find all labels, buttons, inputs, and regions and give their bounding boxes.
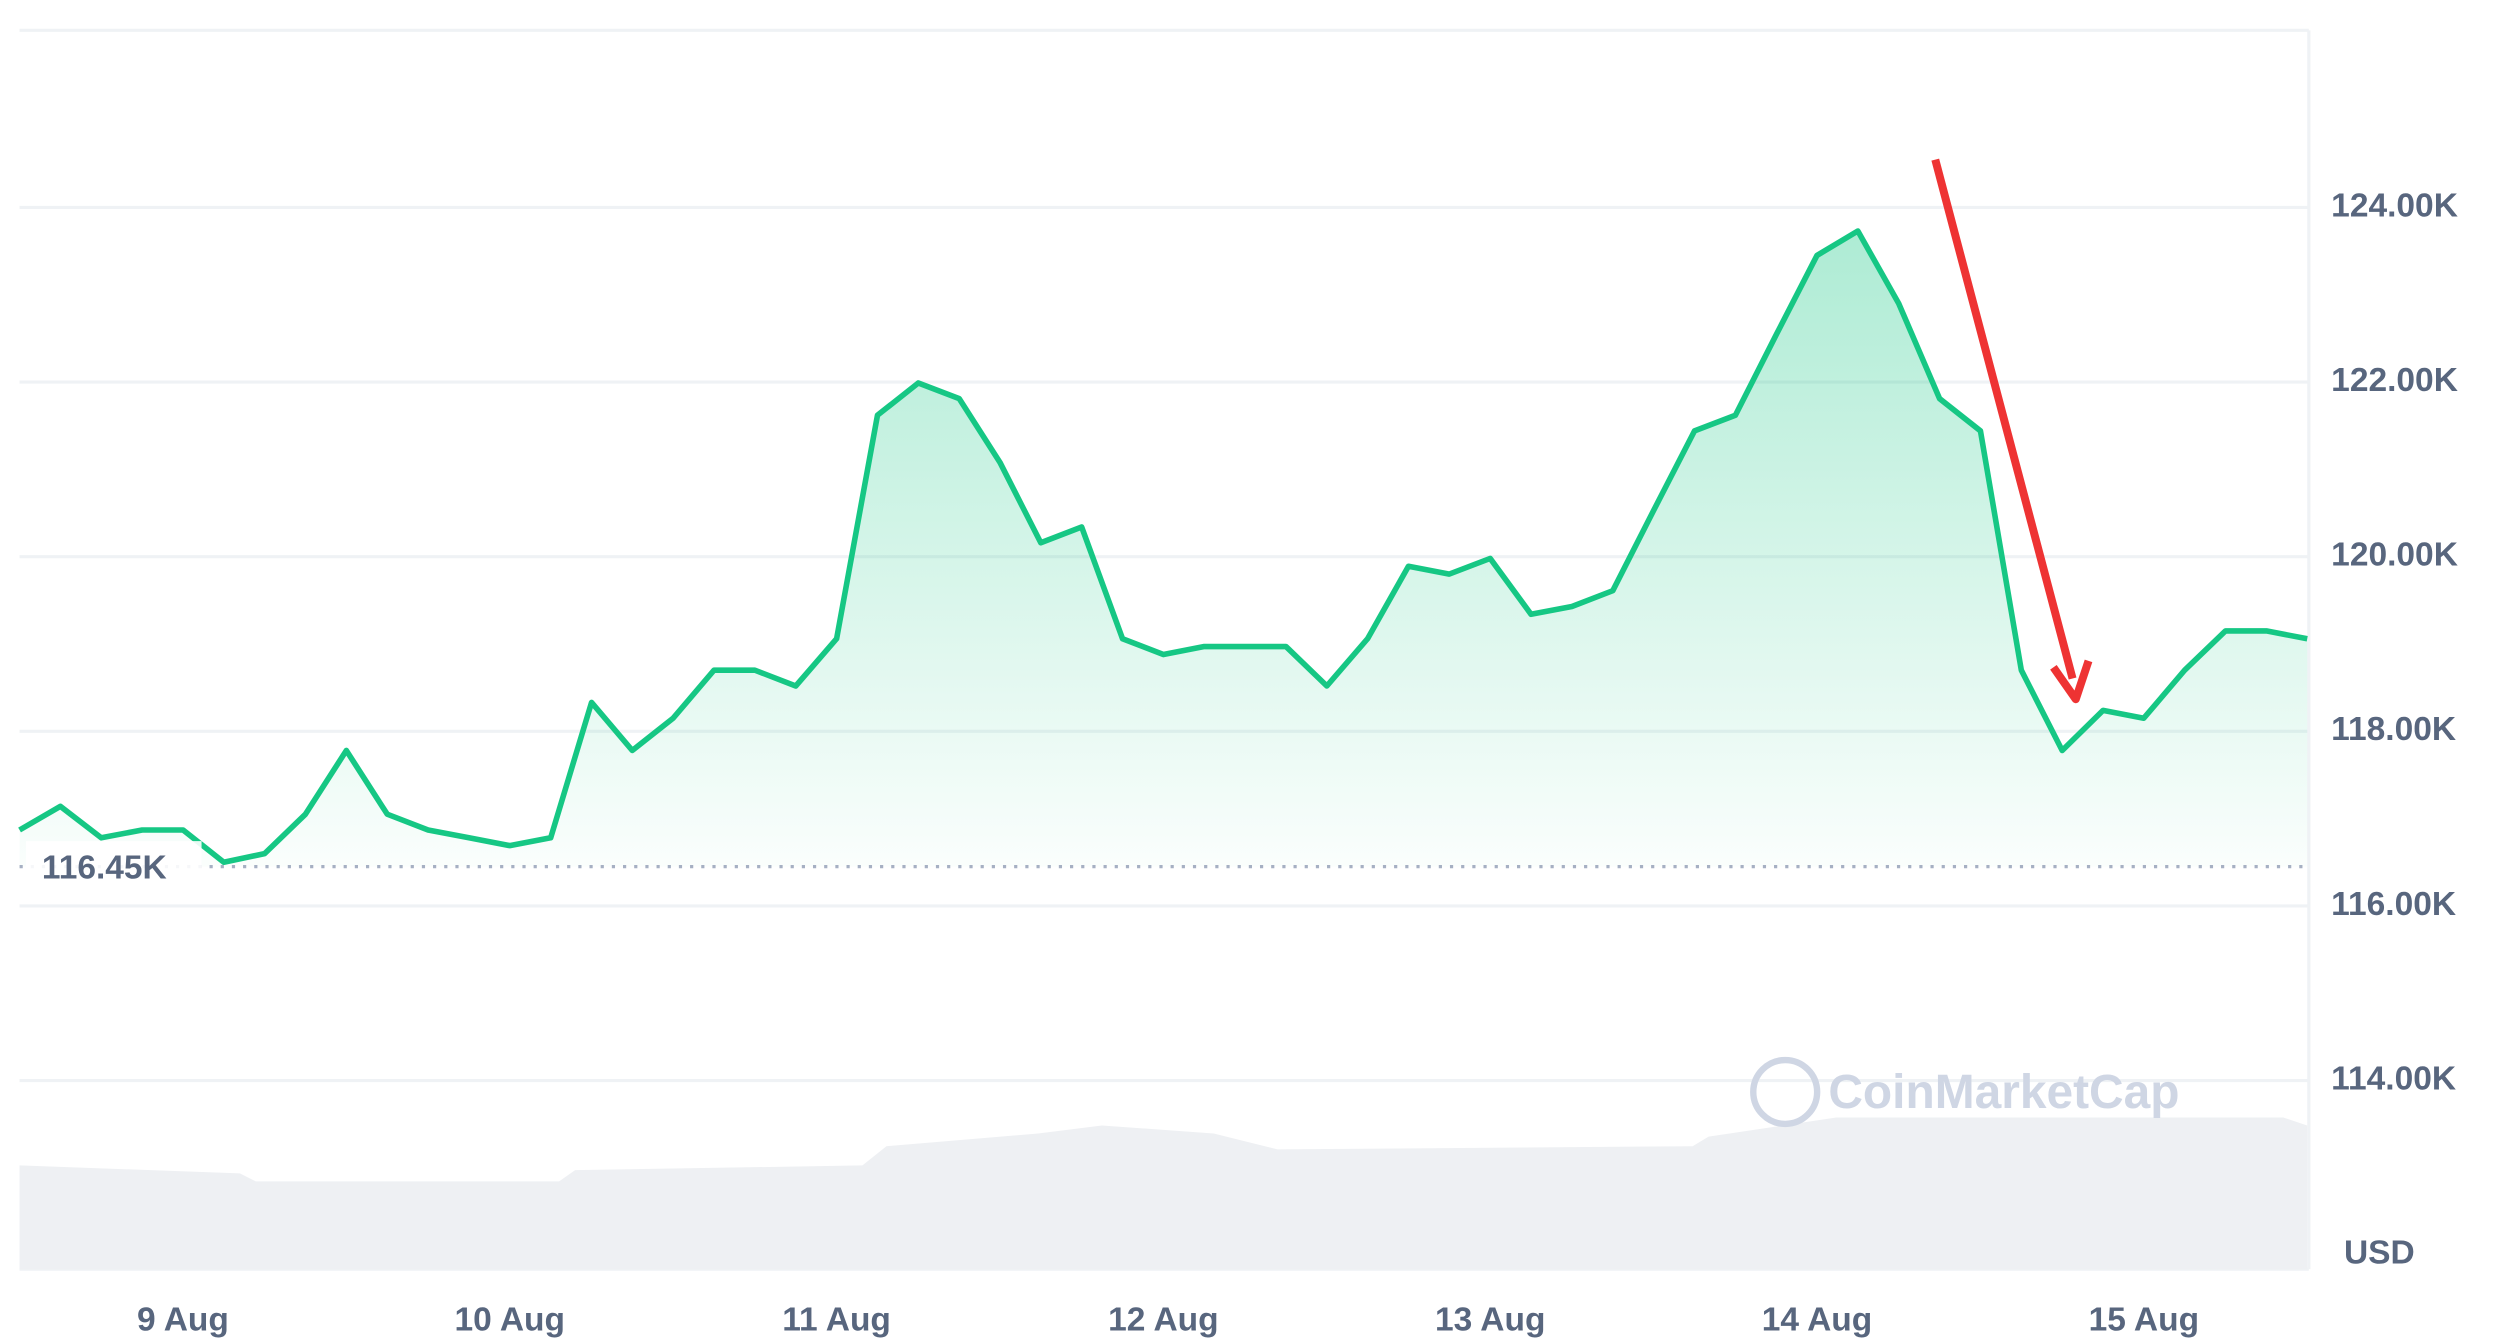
annotation-arrowhead [2050, 659, 2093, 704]
x-tick-label: 13 Aug [1435, 1302, 1545, 1339]
plot: 116.45K [18, 228, 2308, 893]
watermark: CoinMarketCap [1828, 1066, 2179, 1119]
y-tick-label: 114.00K [2331, 1060, 2456, 1097]
annotation-arrow [1931, 158, 2077, 680]
y-tick-label: 122.00K [2331, 362, 2458, 399]
y-tick-label: 118.00K [2331, 711, 2456, 748]
price-line [18, 228, 2308, 866]
y-tick-label: 120.00K [2331, 537, 2458, 574]
x-tick-label: 15 Aug [2089, 1302, 2200, 1339]
reference-label: 116.45K [42, 850, 167, 887]
y-tick-label: 116.00K [2331, 886, 2456, 923]
y-tick-label: 124.00K [2331, 187, 2458, 224]
unit-label: USD [2344, 1235, 2415, 1272]
x-tick-label: 12 Aug [1108, 1302, 1219, 1339]
watermark-logo [1750, 1056, 1821, 1128]
volume-silhouette [19, 1117, 2308, 1270]
x-tick-label: 10 Aug [455, 1302, 565, 1339]
reference-label-bg [25, 841, 202, 893]
x-tick-label: 11 Aug [782, 1302, 891, 1339]
x-tick-label: 9 Aug [137, 1302, 229, 1339]
x-tick-label: 14 Aug [1762, 1302, 1873, 1339]
